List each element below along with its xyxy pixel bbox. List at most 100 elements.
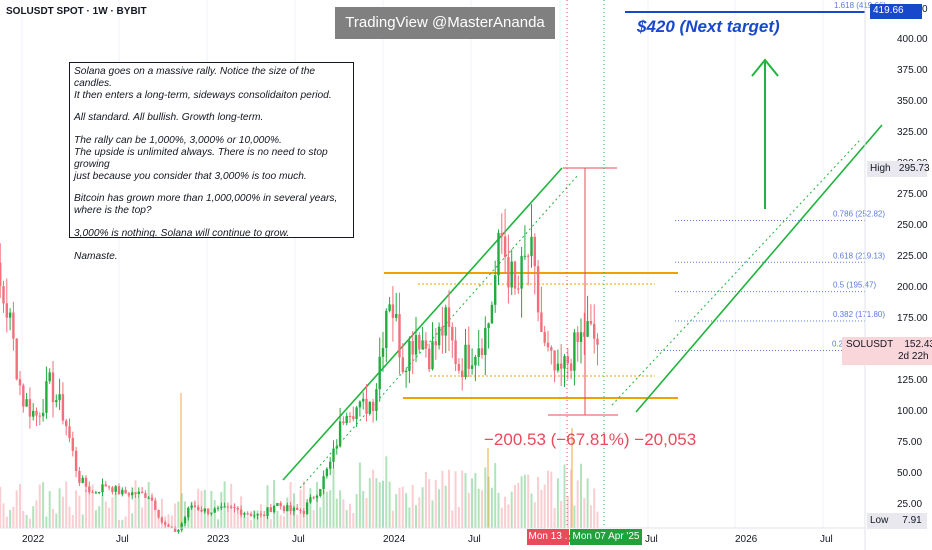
time-axis[interactable]: 2022Jul2023Jul2024Jul2025Jul2026Jul [0,527,865,545]
volume-bar [523,474,526,528]
candle-body [206,508,210,514]
candle-body [358,401,362,408]
candle-body [385,310,388,349]
volume-bar [279,515,282,528]
candle-body [474,356,477,366]
volume-bar [177,501,180,528]
candle-body [272,505,276,513]
low-value: 7.91 [902,515,922,526]
volume-bar [151,492,153,528]
candle-body [160,517,164,523]
candle-body [530,236,533,257]
volume-bar [345,509,348,528]
candle-body [299,510,302,512]
candle-body [213,508,216,513]
candle-body [484,327,487,355]
volume-bar [78,495,81,528]
candle-body [164,522,167,525]
volume-bar [180,393,182,528]
candle-body [0,262,2,287]
y-tick-label: 400.00 [897,34,928,45]
volume-bar [5,516,8,528]
volume-bar [108,507,111,528]
volume-bar [550,471,553,528]
candle-body [408,340,411,371]
candle-body [124,489,127,494]
low-label: Low [870,515,889,526]
candle-body [266,507,269,516]
measure-label: −200.53 (−67.81%) −20,053 [484,430,697,449]
volume-bar [312,510,315,528]
volume-bar [137,497,140,528]
volume-bar [461,470,464,528]
candle-body [362,398,365,402]
volume-bar [269,519,272,528]
candle-body [414,335,418,355]
candle-body [203,508,206,512]
volume-bar [134,480,137,528]
volume-bar [325,491,328,528]
volume-bar [61,496,64,528]
candle-body [579,332,583,342]
volume-bar [510,491,513,528]
volume-bar [372,469,375,528]
volume-bar [101,495,104,528]
candle-body [309,497,312,503]
candle-body [553,350,556,371]
candle-body [147,497,150,499]
watermark: TradingView @MasterAnanda [335,7,555,39]
candle-body [150,497,154,501]
price-axis[interactable]: 425.00400.00375.00350.00325.00300.00275.… [864,0,928,550]
y-tick-label: 225.00 [897,251,928,262]
volume-bar [537,476,540,528]
candle-body [180,523,183,530]
candle-body [586,321,589,337]
candle-body [322,476,325,490]
candle-body [503,236,507,258]
candle-body [556,363,560,371]
volume-bar [217,519,219,528]
x-tick-label: Jul [820,534,833,545]
candle-body [371,401,375,411]
candle-body [22,385,25,407]
candle-body [401,357,404,372]
volume-bar [342,499,345,528]
volume-bar [385,456,388,528]
channel-lower-line [635,124,883,413]
candle-body [411,340,414,355]
y-tick-label: 175.00 [897,313,928,324]
candle-body [566,356,569,364]
candle-body [533,236,536,267]
candle-body [131,492,134,496]
note-paragraph: 3,000% is nothing. Solana will continue … [74,227,290,239]
candle-body [576,332,579,342]
volume-bar [25,514,28,528]
volume-bar [566,495,569,528]
candle-body [352,416,355,420]
candle-body [220,506,223,508]
volume-bar [213,500,216,528]
volume-bar [319,507,322,528]
candle-body [302,511,305,514]
volume-bar [12,506,15,528]
volume-bar [571,428,573,528]
volume-bar [94,510,97,528]
text-note[interactable]: Solana goes on a massive rally. Notice t… [69,62,354,262]
volume-bar [395,494,398,528]
volume-bar [266,485,269,528]
volume-bar [408,507,411,528]
volume-bar [457,506,460,528]
symbol-title: SOLUSDT SPOT · 1W · BYBIT [6,6,147,17]
candle-body [216,507,220,509]
candle-body [335,446,338,449]
candle-body [490,304,494,324]
volume-bar [55,513,58,528]
high-label: High [870,163,891,174]
volume-bar [441,470,444,528]
volume-bar [174,503,177,528]
volume-bar [497,492,500,528]
volume-bar [22,511,25,528]
candle-body [256,514,259,516]
candle-body [467,344,470,369]
candle-body [243,513,246,515]
